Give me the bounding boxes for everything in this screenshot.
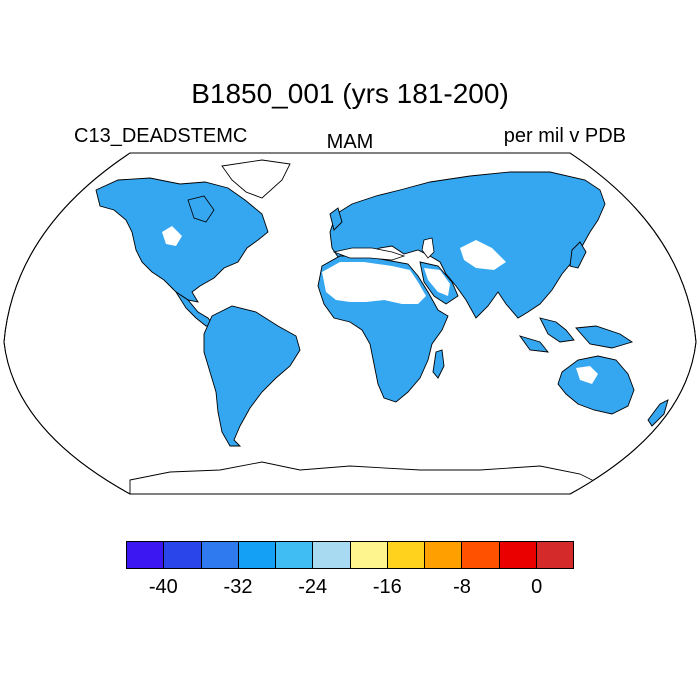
land-madagascar: [432, 349, 445, 379]
hudson-bay: [187, 195, 215, 223]
land-indonesia: [518, 317, 634, 353]
units-label: per mil v PDB: [503, 125, 626, 147]
colorbar-tick-label: -40: [148, 576, 178, 598]
colorbar-swatch: [536, 542, 573, 568]
colorbar-swatch: [238, 542, 276, 568]
plot-title: B1850_001 (yrs 181-200): [191, 78, 509, 109]
missing-sahara: [322, 262, 426, 304]
land-british-isles: [329, 207, 343, 231]
missing-north-america: [162, 226, 182, 246]
land-new-zealand: [647, 399, 669, 427]
land-north-america: [95, 177, 269, 303]
colorbar-swatch: [350, 542, 388, 568]
season-label: MAM: [326, 131, 374, 153]
colorbar-swatch: [164, 542, 202, 568]
map-outline: [3, 152, 697, 495]
colorbar-tick-label: -32: [223, 576, 253, 598]
variable-name: C13_DEADSTEMC: [74, 125, 248, 147]
colorbar-tick-label: -24: [298, 576, 328, 598]
land-south-america: [203, 305, 301, 447]
caspian-sea: [421, 237, 435, 259]
missing-arabia: [424, 268, 450, 296]
colorbar-swatch: [425, 542, 463, 568]
colorbar-swatch: [387, 542, 425, 568]
colorbar-swatch: [313, 542, 351, 568]
colorbar-swatch: [201, 542, 239, 568]
colorbar-tick-label: -16: [372, 576, 402, 598]
colorbar-swatch: [276, 542, 314, 568]
colorbar-swatch: [462, 542, 500, 568]
colorbar-tick-label: -8: [453, 576, 471, 598]
land-japan: [569, 241, 587, 269]
missing-central-asia: [460, 240, 506, 270]
colorbar-swatch: [127, 542, 165, 568]
missing-australia: [576, 366, 598, 384]
colorbar: [126, 541, 574, 569]
colorbar-tick-label: 0: [531, 576, 543, 598]
land-greenland: [221, 159, 291, 199]
mediterranean-sea: [332, 247, 406, 261]
colorbar-swatch: [499, 542, 537, 568]
